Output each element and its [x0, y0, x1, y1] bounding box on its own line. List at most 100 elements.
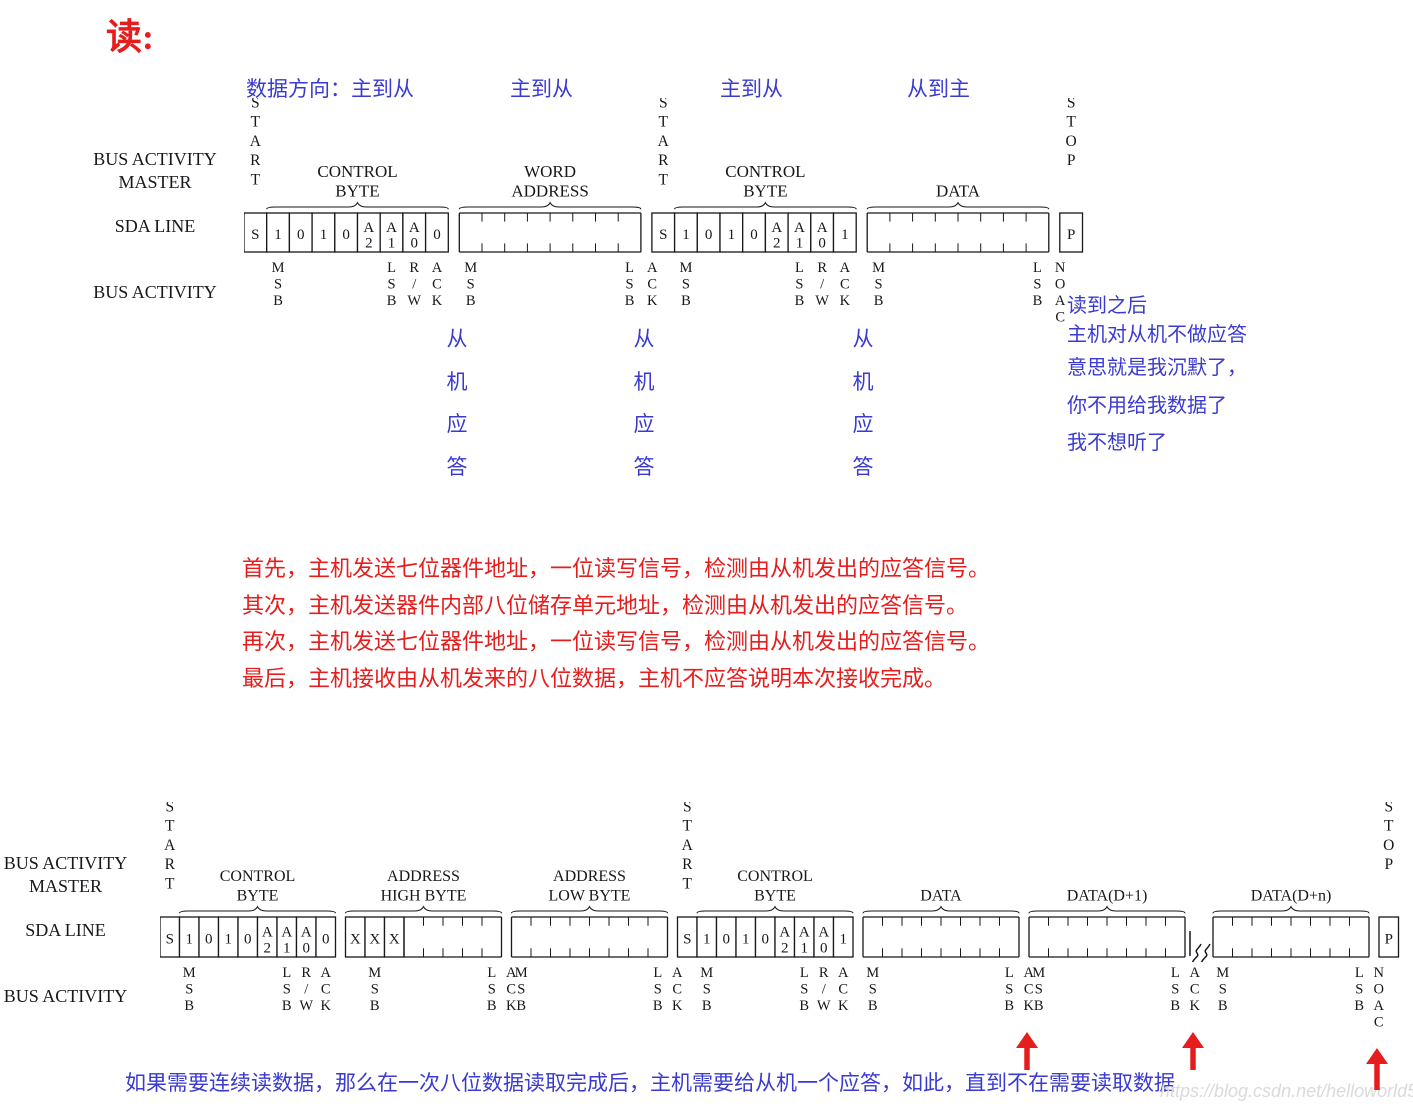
- svg-text:B: B: [1004, 998, 1014, 1014]
- svg-text:C: C: [321, 982, 331, 998]
- svg-text:B: B: [681, 293, 691, 309]
- svg-text:P: P: [1385, 932, 1393, 948]
- svg-text:B: B: [702, 998, 712, 1014]
- svg-text:S: S: [467, 277, 475, 293]
- svg-text:B: B: [273, 293, 283, 309]
- svg-text:S: S: [800, 982, 808, 998]
- svg-text:L: L: [795, 260, 804, 276]
- svg-text:T: T: [1384, 818, 1394, 835]
- svg-text:B: B: [799, 998, 809, 1014]
- svg-text:W: W: [299, 998, 313, 1014]
- svg-text:LOW BYTE: LOW BYTE: [549, 888, 631, 905]
- svg-text:S: S: [283, 982, 291, 998]
- svg-text:S: S: [654, 982, 662, 998]
- svg-text:S: S: [683, 932, 691, 948]
- svg-text:C: C: [840, 277, 850, 293]
- svg-text:C: C: [647, 277, 657, 293]
- svg-text:P: P: [1384, 856, 1393, 873]
- svg-text:0: 0: [750, 227, 758, 243]
- svg-text:S: S: [869, 982, 877, 998]
- svg-text:1: 1: [728, 227, 736, 243]
- svg-text:C: C: [672, 982, 682, 998]
- svg-text:R: R: [301, 965, 311, 981]
- svg-text:A: A: [321, 965, 332, 981]
- svg-text:S: S: [251, 227, 259, 243]
- svg-text:S: S: [659, 98, 668, 111]
- svg-text:O: O: [1374, 982, 1384, 998]
- svg-text:DATA(D+n): DATA(D+n): [1251, 888, 1332, 905]
- svg-text:R: R: [165, 856, 176, 873]
- svg-text:N: N: [1374, 965, 1385, 981]
- svg-text:S: S: [1355, 982, 1363, 998]
- svg-text:B: B: [487, 998, 497, 1014]
- svg-text:A: A: [386, 220, 397, 236]
- svg-text:S: S: [1033, 277, 1041, 293]
- svg-text:B: B: [868, 998, 878, 1014]
- svg-text:A: A: [409, 220, 420, 236]
- svg-text:HIGH BYTE: HIGH BYTE: [381, 888, 467, 905]
- svg-text:1: 1: [186, 932, 194, 948]
- svg-text:K: K: [838, 998, 849, 1014]
- svg-text:1: 1: [796, 236, 804, 252]
- svg-text:DATA(D+1): DATA(D+1): [1067, 888, 1148, 905]
- svg-text:K: K: [432, 293, 443, 309]
- svg-text:C: C: [1055, 310, 1065, 326]
- svg-text:0: 0: [433, 227, 441, 243]
- svg-text:W: W: [815, 293, 829, 309]
- svg-text:/: /: [304, 982, 309, 998]
- svg-text:0: 0: [818, 236, 826, 252]
- svg-text:B: B: [653, 998, 663, 1014]
- svg-text:1: 1: [840, 932, 848, 948]
- svg-text:0: 0: [244, 932, 252, 948]
- svg-text:K: K: [1190, 998, 1201, 1014]
- svg-text:L: L: [1033, 260, 1042, 276]
- svg-text:S: S: [659, 227, 667, 243]
- svg-text:0: 0: [820, 940, 828, 956]
- svg-text:1: 1: [703, 932, 711, 948]
- svg-text:A: A: [281, 924, 292, 940]
- svg-text:/: /: [822, 982, 827, 998]
- svg-text:1: 1: [274, 227, 282, 243]
- svg-text:O: O: [1383, 837, 1394, 854]
- svg-text:K: K: [506, 998, 517, 1014]
- svg-text:L: L: [1355, 965, 1364, 981]
- svg-text:L: L: [387, 260, 396, 276]
- svg-text:M: M: [866, 965, 879, 981]
- svg-text:T: T: [251, 172, 261, 189]
- svg-text:1: 1: [682, 227, 690, 243]
- svg-text:A: A: [779, 924, 790, 940]
- svg-text:A: A: [658, 133, 670, 150]
- svg-text:0: 0: [411, 236, 419, 252]
- svg-text:ADDRESS: ADDRESS: [553, 868, 626, 885]
- svg-text:B: B: [1034, 998, 1044, 1014]
- svg-text:A: A: [164, 837, 176, 854]
- svg-text:C: C: [506, 982, 516, 998]
- svg-text:A: A: [262, 924, 273, 940]
- svg-text:S: S: [166, 932, 174, 948]
- svg-text:S: S: [1005, 982, 1013, 998]
- svg-text:S: S: [875, 277, 883, 293]
- svg-text:ADDRESS: ADDRESS: [511, 182, 588, 201]
- svg-text:2: 2: [781, 940, 789, 956]
- svg-text:S: S: [274, 277, 282, 293]
- svg-text:B: B: [516, 998, 526, 1014]
- svg-text:S: S: [626, 277, 634, 293]
- svg-text:A: A: [1055, 293, 1066, 309]
- svg-text:B: B: [282, 998, 292, 1014]
- svg-text:C: C: [1374, 1015, 1384, 1031]
- svg-text:C: C: [1024, 982, 1034, 998]
- svg-text:S: S: [165, 802, 174, 815]
- svg-text:L: L: [487, 965, 496, 981]
- svg-text:L: L: [1005, 965, 1014, 981]
- svg-text:C: C: [432, 277, 442, 293]
- svg-text:M: M: [1216, 965, 1229, 981]
- svg-text:T: T: [165, 818, 175, 835]
- svg-text:S: S: [682, 277, 690, 293]
- svg-text:1: 1: [283, 940, 291, 956]
- svg-text:B: B: [1218, 998, 1228, 1014]
- svg-text:L: L: [800, 965, 809, 981]
- svg-text:B: B: [795, 293, 805, 309]
- svg-text:BYTE: BYTE: [754, 888, 796, 905]
- svg-text:M: M: [368, 965, 381, 981]
- svg-text:A: A: [647, 260, 658, 276]
